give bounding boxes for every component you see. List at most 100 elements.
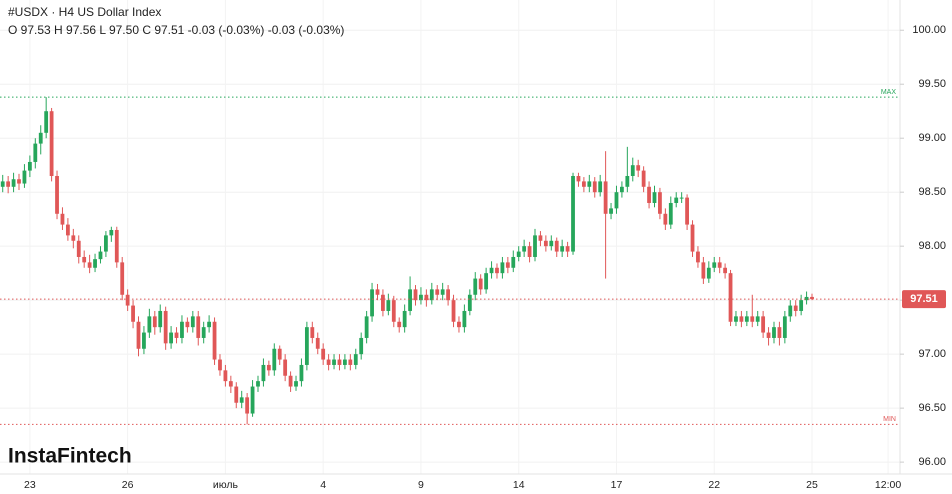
candle-body [766,332,771,338]
candle-body [337,359,342,365]
candle-body [277,348,282,360]
candle-body [207,321,212,328]
candle-body [326,359,331,365]
candle-body [158,310,163,328]
candle-body [386,300,391,311]
candle-body [239,397,244,403]
candle-body [750,316,755,322]
candle-body [429,289,434,301]
candle-body [55,175,59,214]
candle-body [152,316,157,328]
candle-body [136,321,141,349]
candle-body [6,181,11,187]
candle-body [38,132,43,144]
candle-body [772,327,776,338]
candle-body [76,240,81,257]
candle-body [321,348,326,360]
candle-body [408,289,412,311]
candle-body [402,310,407,328]
candle-body [641,170,646,187]
candle-body [614,192,619,209]
y-tick-label: 100.00 [912,24,946,36]
candle-body [598,181,603,193]
candle-body [543,240,548,247]
candle-body [435,289,440,295]
candle-body [489,267,494,274]
candle-body [391,300,396,322]
x-tick-label: 12:00 [875,479,901,491]
last-price-box [902,290,946,309]
candle-body [799,300,804,311]
candle-body [446,289,450,301]
candle-body [397,321,402,328]
candle-body [82,256,87,263]
candle-body [0,181,5,187]
candle-body [668,202,673,225]
candle-body [788,305,793,317]
candle-body [793,305,798,311]
candle-body [65,224,70,236]
candle-body [283,359,288,376]
candle-body [576,175,581,182]
candle-body [636,165,641,171]
candle-body [658,192,662,214]
candle-body [364,316,369,338]
candle-body [310,327,315,338]
candle-body [131,305,135,322]
candle-body [538,235,543,241]
candle-body [180,321,184,338]
candle-body [457,321,461,328]
y-tick-label: 97.00 [918,348,946,360]
candle-body [11,179,16,187]
candle-body [587,181,592,187]
candle-body [44,111,49,133]
candle-body [755,316,760,322]
candle-body [723,267,728,274]
candle-body [495,267,499,274]
candle-body [674,197,679,203]
candle-body [739,316,744,322]
candle-body [109,229,114,236]
candle-body [440,289,445,295]
candle-body [701,262,706,279]
candle-body [696,251,700,263]
candle-body [782,316,787,338]
candle-body [451,300,456,322]
candle-body [419,294,423,301]
candle-body [250,386,255,414]
candle-body [201,327,206,338]
candle-body [370,289,374,317]
candle-body [679,197,684,199]
x-tick-label: 4 [320,479,326,491]
candle-body [511,256,516,268]
candle-body [342,359,347,365]
candle-body [630,165,635,176]
y-tick-label: 96.00 [918,456,946,468]
candle-body [375,289,380,295]
x-tick-label: 25 [806,479,818,491]
candle-body [142,332,146,349]
y-tick-label: 98.50 [918,186,946,198]
candle-body [245,397,250,414]
last-price-label: 97.51 [910,293,938,305]
candle-body [516,251,521,257]
candle-body [500,262,505,274]
max-label: MAX [881,89,897,96]
candle-body [734,316,738,322]
candle-body [190,316,195,328]
y-tick-label: 99.00 [918,132,946,144]
candle-body [592,181,597,193]
candle-body [120,262,125,295]
candle-body [196,316,201,338]
y-tick-label: 99.50 [918,78,946,90]
candle-body [304,327,309,365]
candle-body [359,337,364,355]
candle-body [522,246,527,252]
x-tick-label: 23 [24,479,36,491]
candle-body [60,213,65,225]
candle-body [413,289,418,301]
y-tick-label: 98.00 [918,240,946,252]
candle-body [554,240,559,252]
